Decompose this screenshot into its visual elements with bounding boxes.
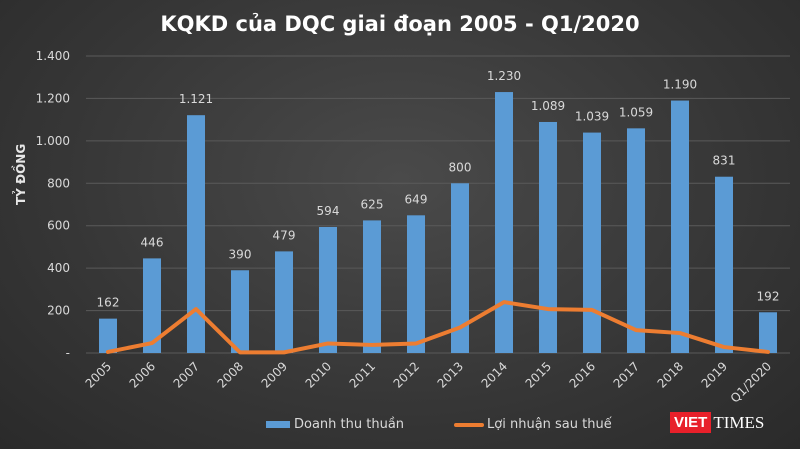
y-tick-label: 200 [47, 304, 70, 318]
bar [231, 270, 249, 353]
x-tick-label: 2006 [127, 359, 158, 390]
x-tick-label: Q1/2020 [728, 359, 774, 405]
bar [539, 121, 557, 353]
bar [495, 92, 513, 354]
y-tick-label: 1.400 [36, 49, 70, 63]
x-tick-label: 2010 [303, 359, 334, 390]
data-label: 162 [97, 296, 120, 310]
x-tick-label: 2015 [523, 359, 554, 390]
x-tick-label: 2007 [171, 359, 202, 390]
data-label: 831 [713, 154, 736, 168]
viettimes-logo: VIET TIMES [670, 412, 764, 433]
data-label: 649 [405, 192, 428, 206]
data-label: 1.059 [619, 105, 653, 119]
bar [143, 258, 161, 353]
bar [187, 115, 205, 353]
bar [407, 215, 425, 353]
y-tick-label: 800 [47, 176, 70, 190]
x-tick-label: 2016 [567, 359, 598, 390]
x-tick-label: 2011 [347, 359, 378, 390]
bar [671, 100, 689, 353]
bar [99, 318, 117, 353]
chart-title: KQKD của DQC giai đoạn 2005 - Q1/2020 [160, 12, 640, 36]
data-label: 390 [229, 247, 252, 261]
data-label: 1.089 [531, 99, 565, 113]
bar [363, 220, 381, 353]
legend-label-profit: Lợi nhuận sau thuế [487, 417, 612, 432]
x-tick-label: 2017 [611, 359, 642, 390]
bar [583, 132, 601, 353]
y-tick-label: 1.200 [36, 91, 70, 105]
bar [627, 128, 645, 353]
bar [451, 183, 469, 353]
x-tick-label: 2014 [479, 359, 510, 390]
x-tick-label: 2009 [259, 359, 290, 390]
data-label: 1.121 [179, 92, 213, 106]
data-label: 594 [317, 204, 340, 218]
x-tick-label: 2012 [391, 359, 422, 390]
bar [759, 312, 777, 353]
x-tick-label: 2018 [655, 359, 686, 390]
logo-times: TIMES [713, 412, 765, 432]
bar [319, 226, 337, 353]
logo-viet: VIET [670, 412, 712, 433]
y-tick-label: - [66, 346, 70, 360]
data-label: 192 [757, 289, 780, 303]
legend-swatch-bar [266, 421, 290, 428]
y-tick-label: 1.000 [36, 134, 70, 148]
data-label: 625 [361, 197, 384, 211]
legend-label-revenue: Doanh thu thuần [294, 417, 405, 432]
bar [715, 176, 733, 353]
legend: Doanh thu thuần Lợi nhuận sau thuế [266, 417, 612, 432]
data-label: 1.190 [663, 78, 697, 92]
data-label: 1.039 [575, 110, 609, 124]
x-tick-label: 2019 [699, 359, 730, 390]
data-label: 1.230 [487, 69, 521, 83]
profit-line [106, 300, 770, 355]
y-tick-label: 600 [47, 219, 70, 233]
bar [275, 251, 293, 353]
legend-swatch-line [454, 422, 485, 427]
data-label: 800 [449, 160, 472, 174]
data-label: 479 [273, 228, 296, 242]
data-label: 446 [141, 235, 164, 249]
x-tick-label: 2008 [215, 359, 246, 390]
x-tick-label: 2013 [435, 359, 466, 390]
y-tick-label: 400 [47, 261, 70, 275]
x-tick-label: 2005 [83, 359, 114, 390]
